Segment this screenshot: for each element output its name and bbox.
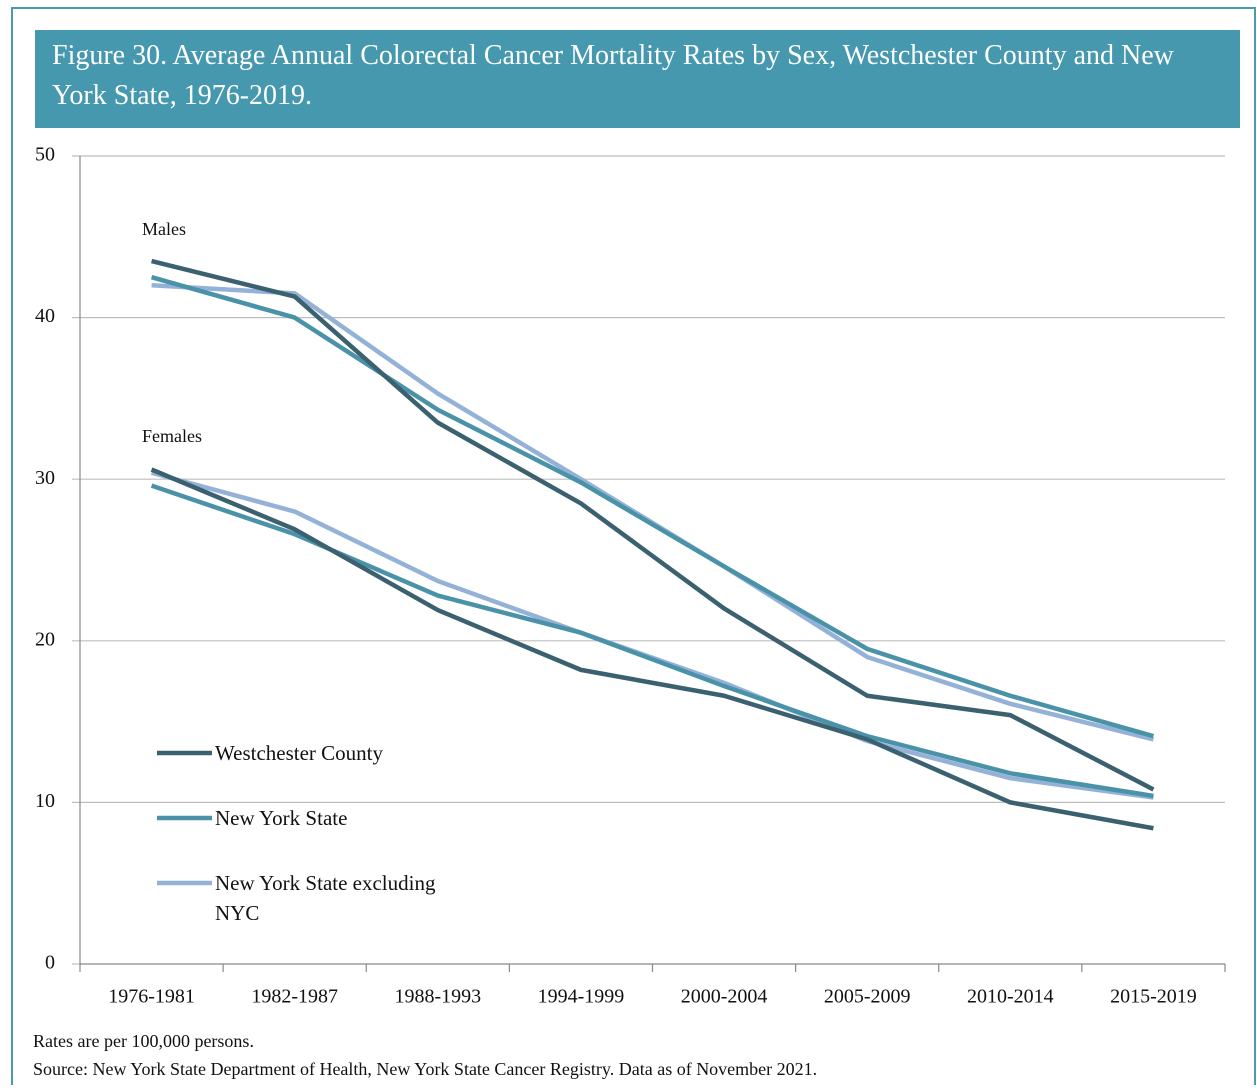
line	[150, 467, 1154, 831]
line	[150, 275, 1155, 739]
legend-label: Westchester County	[215, 741, 384, 765]
x-tick-label: 1982-1987	[251, 986, 338, 1008]
legend-label: New York State	[215, 806, 348, 830]
x-tick-label: 1994-1999	[538, 986, 625, 1008]
chart-title: Figure 30. Average Annual Colorectal Can…	[52, 40, 1174, 111]
x-tick-label: 1976-1981	[108, 986, 195, 1008]
title-banner	[35, 30, 1240, 128]
annotation: Males	[142, 219, 186, 239]
legend-item: Westchester County	[215, 741, 384, 765]
x-tick-label: 1988-1993	[394, 986, 481, 1008]
title-box: Figure 30. Average Annual Colorectal Can…	[52, 40, 1174, 111]
legend-label: New York State excluding NYC	[215, 871, 436, 925]
x-tick-label: 2005-2009	[824, 986, 911, 1008]
y-tick-label: 10	[35, 790, 55, 812]
line	[151, 283, 1154, 742]
y-tick-label: 50	[35, 144, 55, 166]
annotation: Females	[142, 426, 202, 446]
y-tick-label: 40	[35, 305, 55, 327]
x-tick-label: 2010-2014	[967, 986, 1054, 1008]
y-tick-label: 20	[35, 628, 55, 650]
frame	[11, 7, 1256, 1090]
x-tick-label: 2000-2004	[681, 986, 768, 1008]
note: Rates are per 100,000 persons.	[33, 1031, 254, 1051]
source: Source: New York State Department of Hea…	[33, 1059, 817, 1079]
y-tick-label: 0	[45, 952, 55, 974]
x-tick-label: 2015-2019	[1110, 986, 1197, 1008]
line	[151, 258, 1155, 792]
legend-item: New York State	[215, 806, 348, 830]
legend-item: New York State excluding NYC	[215, 871, 436, 925]
y-tick-label: 30	[35, 467, 55, 489]
